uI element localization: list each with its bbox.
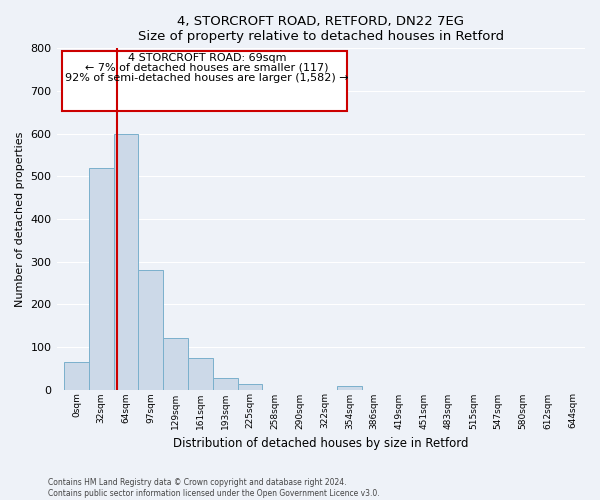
Text: Contains HM Land Registry data © Crown copyright and database right 2024.
Contai: Contains HM Land Registry data © Crown c… (48, 478, 380, 498)
Bar (337, 386, 362, 390)
Title: 4, STORCROFT ROAD, RETFORD, DN22 7EG
Size of property relative to detached house: 4, STORCROFT ROAD, RETFORD, DN22 7EG Siz… (138, 15, 504, 43)
Bar (213, 378, 238, 390)
Bar (139, 270, 163, 390)
Y-axis label: Number of detached properties: Number of detached properties (15, 131, 25, 306)
X-axis label: Distribution of detached houses by size in Retford: Distribution of detached houses by size … (173, 437, 469, 450)
FancyBboxPatch shape (62, 50, 347, 112)
Bar (64, 362, 89, 390)
Bar (238, 384, 262, 390)
Bar (188, 358, 213, 390)
Text: ← 7% of detached houses are smaller (117): ← 7% of detached houses are smaller (117… (85, 62, 329, 72)
Bar (89, 168, 113, 390)
Bar (113, 134, 139, 390)
Text: 4 STORCROFT ROAD: 69sqm: 4 STORCROFT ROAD: 69sqm (128, 53, 286, 63)
Bar (163, 338, 188, 390)
Text: 92% of semi-detached houses are larger (1,582) →: 92% of semi-detached houses are larger (… (65, 72, 349, 83)
